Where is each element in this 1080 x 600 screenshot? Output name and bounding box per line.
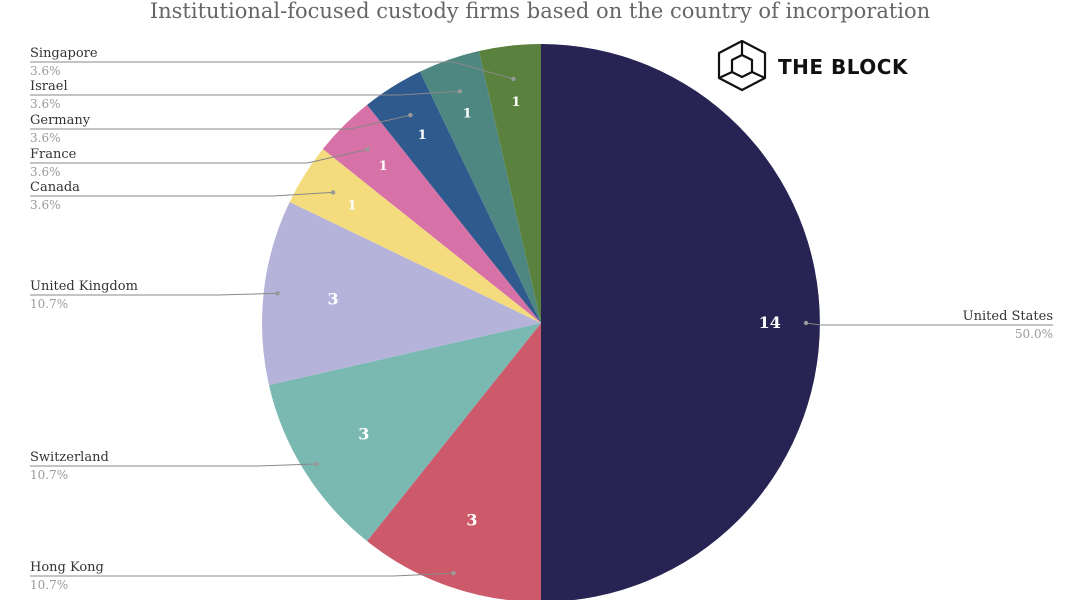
chart-title: Institutional-focused custody firms base… [150,0,930,23]
slice-percent-germany: 3.6% [30,131,61,145]
slice-percent-france: 3.6% [30,165,61,179]
pie-slice-united-kingdom [262,201,541,386]
slice-value-germany: 1 [418,128,427,143]
leader-lines [30,61,1053,577]
leader-line-united-kingdom [30,292,278,296]
pie-slice-switzerland [269,323,541,542]
slice-label-canada: Canada [30,180,80,195]
slice-percent-israel: 3.6% [30,97,61,111]
slice-labels: United States 50.0% Hong Kong 10.7% Switzerl… [30,46,1053,592]
slice-value-france: 1 [379,159,388,174]
pie-slice-singapore [478,44,541,323]
slice-percent-united-states: 50.0% [1015,327,1053,341]
brand-name: THE BLOCK [778,55,909,79]
leader-dot-germany [408,112,413,118]
slice-label-hong-kong: Hong Kong [30,560,104,575]
slice-value-israel: 1 [463,106,472,121]
pie-slice-united-states [541,44,820,600]
leader-dot-hong-kong [451,571,456,576]
slice-value-hong-kong: 3 [466,511,477,530]
slice-value-switzerland: 3 [358,424,369,443]
slice-percent-united-kingdom: 10.7% [30,297,68,311]
leader-dot-united-kingdom [275,291,280,296]
leader-line-israel [30,90,460,96]
pie-slice-israel [419,51,541,323]
cube-logo-icon [717,39,767,92]
slice-label-united-kingdom: United Kingdom [30,279,138,294]
leader-line-hong-kong [30,572,454,577]
leader-dot-united-states [803,320,809,326]
pie-slice-hong-kong [367,323,541,600]
slice-label-germany: Germany [30,113,91,128]
leader-dot-singapore [511,76,516,82]
slice-label-france: France [30,147,77,162]
leader-dot-france [365,147,370,152]
slice-percent-singapore: 3.6% [30,64,61,78]
pie-slice-france [322,104,541,324]
slice-value-labels: 14 3 3 3 1 1 1 1 1 [328,95,781,529]
slice-label-israel: Israel [30,79,68,94]
pie-slice-germany [367,71,541,323]
slice-label-singapore: Singapore [30,46,98,61]
slice-value-united-states: 14 [759,313,781,332]
pie-slices [262,44,820,600]
leader-line-switzerland [30,463,317,467]
brand-logo: THE BLOCK [717,39,909,92]
leader-dot-switzerland [314,461,319,467]
leader-dot-canada [330,190,336,195]
slice-label-switzerland: Switzerland [30,450,109,465]
slice-value-canada: 1 [347,198,356,213]
slice-percent-hong-kong: 10.7% [30,578,68,592]
leader-line-france [30,148,368,164]
leader-line-united-states [805,322,1053,326]
slice-value-singapore: 1 [511,95,520,110]
slice-label-united-states: United States [963,309,1053,324]
slice-value-united-kingdom: 3 [328,290,339,309]
leader-line-singapore [30,61,514,80]
leader-line-germany [30,114,411,130]
leader-line-canada [30,191,334,197]
slice-percent-switzerland: 10.7% [30,468,68,482]
slice-percent-canada: 3.6% [30,198,61,212]
leader-dot-israel [457,89,463,94]
pie-slice-canada [289,149,541,323]
